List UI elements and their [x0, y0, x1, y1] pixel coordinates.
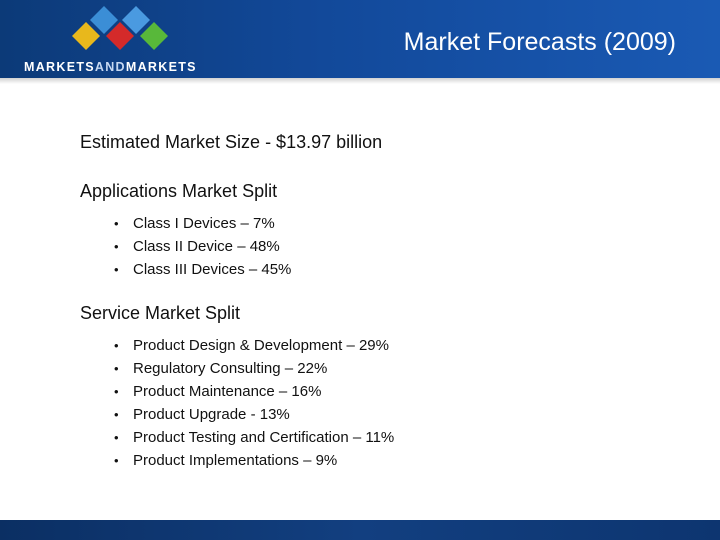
red-diamond-icon — [106, 22, 134, 50]
applications-list: • Class I Devices – 7% • Class II Device –… — [80, 212, 680, 281]
bullet-icon: • — [114, 338, 119, 353]
blue-diamond-icon — [90, 6, 118, 34]
green-diamond-icon — [140, 22, 168, 50]
bullet-icon: • — [114, 430, 119, 445]
list-item-text: Product Maintenance – 16% — [133, 383, 322, 400]
footer-bar — [0, 520, 720, 540]
list-item: • Product Upgrade - 13% — [114, 403, 680, 426]
slide-content: Estimated Market Size - $13.97 billion A… — [80, 130, 680, 472]
list-item: • Product Maintenance – 16% — [114, 380, 680, 403]
diamond-logo-icon — [72, 6, 168, 50]
service-list: • Product Design & Development – 29% • Reg… — [80, 334, 680, 472]
list-item-text: Regulatory Consulting – 22% — [133, 360, 328, 377]
bullet-icon: • — [114, 384, 119, 399]
bullet-icon: • — [114, 453, 119, 468]
list-item: • Class I Devices – 7% — [114, 212, 680, 235]
bullet-icon: • — [114, 361, 119, 376]
service-heading: Service Market Split — [80, 303, 241, 323]
company-logo: MARKETSANDMARKETS — [0, 0, 230, 78]
list-item: • Regulatory Consulting – 22% — [114, 357, 680, 380]
slide-title: Market Forecasts (2009) — [403, 28, 676, 56]
list-item-text: Class I Devices – 7% — [133, 215, 275, 232]
list-item-text: Class III Devices – 45% — [133, 261, 292, 278]
bullet-icon: • — [114, 262, 119, 277]
header-bar: MARKETSANDMARKETS Market Forecasts (2009… — [0, 0, 720, 78]
list-item-text: Product Testing and Certification – 11% — [133, 429, 395, 446]
applications-heading: Applications Market Split — [80, 181, 278, 201]
list-item-text: Product Implementations – 9% — [133, 452, 338, 469]
list-item-text: Class II Device – 48% — [133, 238, 280, 255]
list-item: • Product Testing and Certification – 11% — [114, 426, 680, 449]
logo-text-part1: MARKETS — [24, 60, 95, 74]
list-item-text: Product Design & Development – 29% — [133, 337, 389, 354]
market-size-heading: Estimated Market Size - $13.97 billion — [80, 132, 383, 152]
bullet-icon: • — [114, 239, 119, 254]
list-item: • Class II Device – 48% — [114, 235, 680, 258]
list-item-text: Product Upgrade - 13% — [133, 406, 290, 423]
yellow-diamond-icon — [72, 22, 100, 50]
list-item: • Product Implementations – 9% — [114, 449, 680, 472]
logo-text-part2: AND — [94, 60, 126, 74]
bullet-icon: • — [114, 407, 119, 422]
header-shadow — [0, 78, 720, 84]
logo-wordmark: MARKETSANDMARKETS — [24, 60, 197, 74]
blue-diamond-icon — [122, 6, 150, 34]
list-item: • Product Design & Development – 29% — [114, 334, 680, 357]
bullet-icon: • — [114, 216, 119, 231]
logo-text-part3: MARKETS — [125, 60, 197, 74]
list-item: • Class III Devices – 45% — [114, 258, 680, 281]
